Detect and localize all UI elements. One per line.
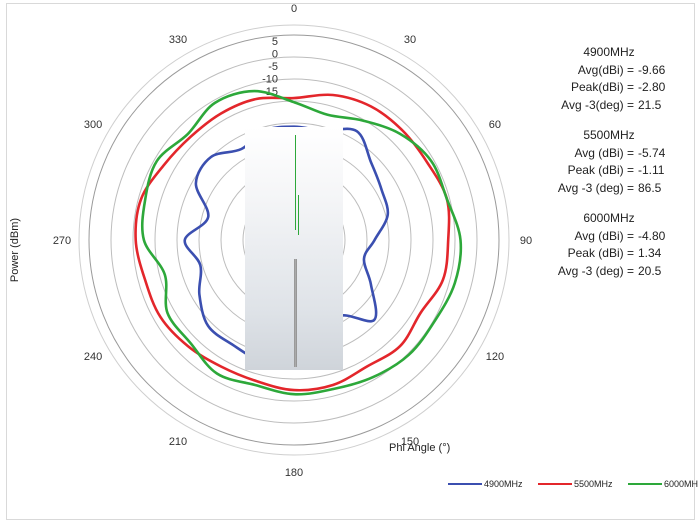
overlay-green-line [298, 195, 299, 235]
radial-tick-labels: 50-5-10-15 [262, 36, 278, 98]
angle-tick-label: 90 [520, 235, 532, 247]
stats-value: 86.5 [638, 180, 662, 195]
stats-block-4900: 4900MHz Avg(dBi) = -9.66 Peak(dBi) = -2.80… [518, 44, 678, 114]
stats-label: Avg(dBi) = [577, 62, 634, 77]
stats-value: 21.5 [638, 97, 662, 112]
legend-label: 5500MHz [574, 479, 613, 489]
angle-tick-label: 60 [489, 119, 501, 131]
stats-label: Avg -3 (deg) = [557, 263, 634, 278]
legend-swatch [538, 483, 572, 485]
stats-label: Avg (dBi) = [574, 145, 634, 160]
stats-block-6000: 6000MHz Avg (dBi) = -4.80 Peak (dBi) = 1.3… [518, 210, 678, 280]
chart-legend: 4900MHz 5500MHz 6000MHz [448, 479, 698, 493]
angle-tick-label: 270 [53, 235, 71, 247]
radial-tick-label: 5 [272, 36, 278, 48]
stats-header: 4900MHz [583, 45, 635, 59]
angle-tick-label: 240 [84, 351, 102, 363]
stats-label: Peak (dBi) = [567, 246, 634, 260]
chart-frame [6, 3, 695, 520]
stats-label: Avg -3(deg) = [561, 97, 634, 112]
angle-tick-label: 120 [486, 351, 504, 363]
legend-label: 6000MHz [664, 479, 698, 489]
stats-label: Avg (dBi) = [574, 228, 634, 243]
angle-tick-labels: 0 30 60 90 120 150 180 210 240 270 300 330 [53, 3, 532, 479]
stats-block-5500: 5500MHz Avg (dBi) = -5.74 Peak (dBi) = -1.… [518, 127, 678, 197]
stats-value: 1.34 [638, 246, 662, 260]
angle-tick-label: 210 [169, 436, 187, 448]
outer-ring [78, 24, 510, 456]
stats-value: -2.80 [638, 80, 666, 94]
angle-tick-label: 30 [404, 34, 416, 46]
stats-header: 6000MHz [583, 211, 635, 225]
overlay-green-line [295, 135, 296, 230]
legend-item-4900: 4900MHz [448, 479, 523, 489]
embedded-image-overlay [245, 127, 343, 370]
radial-tick-label: -5 [268, 61, 278, 73]
stats-label: Peak (dBi) = [567, 163, 634, 177]
series-line-5500MHz [134, 93, 451, 392]
legend-item-5500: 5500MHz [538, 479, 613, 489]
overlay-gray-bar [294, 259, 297, 367]
y-axis-label: Power (dBm) [9, 217, 21, 283]
radial-tick-label: 0 [272, 49, 278, 61]
stats-label: Peak(dBi) = [570, 80, 634, 94]
stats-value: -1.11 [638, 163, 665, 177]
stats-value: -9.66 [638, 62, 666, 77]
x-axis-label: Phi Angle (°) [389, 442, 451, 454]
stats-value: -4.80 [638, 228, 666, 243]
legend-label: 4900MHz [484, 479, 523, 489]
angle-tick-label: 150 [401, 436, 419, 448]
grid-ring [132, 78, 456, 402]
stats-value: -5.74 [638, 145, 666, 160]
angle-tick-label: 330 [169, 34, 187, 46]
legend-item-6000: 6000MHz [628, 479, 698, 489]
stats-label: Avg -3 (deg) = [557, 180, 634, 195]
stats-value: 20.5 [638, 263, 662, 278]
angle-tick-label: 300 [84, 119, 102, 131]
stats-header: 5500MHz [583, 128, 635, 142]
grid-ring [88, 34, 500, 446]
series-line-6000MHz [140, 89, 463, 396]
legend-swatch [448, 483, 482, 485]
legend-swatch [628, 483, 662, 485]
angle-tick-label: 0 [291, 3, 297, 15]
grid-ring [110, 56, 478, 424]
angle-tick-label: 180 [285, 467, 303, 479]
radial-tick-label: -10 [262, 74, 278, 86]
